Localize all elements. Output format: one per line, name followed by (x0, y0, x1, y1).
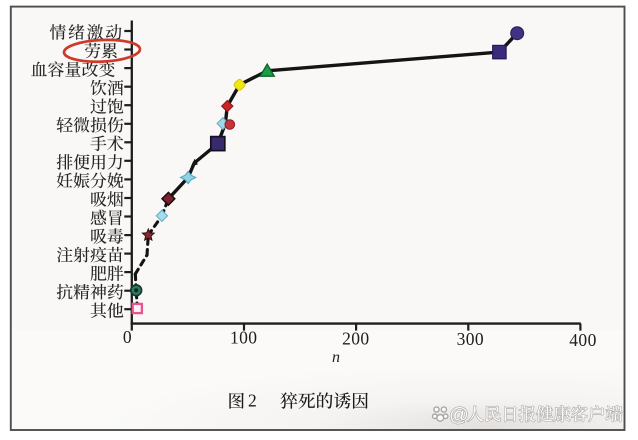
svg-text:0: 0 (123, 327, 132, 347)
svg-text:100: 100 (230, 327, 257, 347)
svg-text:400: 400 (569, 330, 596, 350)
svg-text:300: 300 (457, 329, 484, 349)
svg-text:2: 2 (248, 390, 257, 410)
svg-text:@: @ (449, 404, 469, 426)
svg-text:200: 200 (342, 329, 369, 349)
svg-text:n: n (332, 349, 340, 366)
